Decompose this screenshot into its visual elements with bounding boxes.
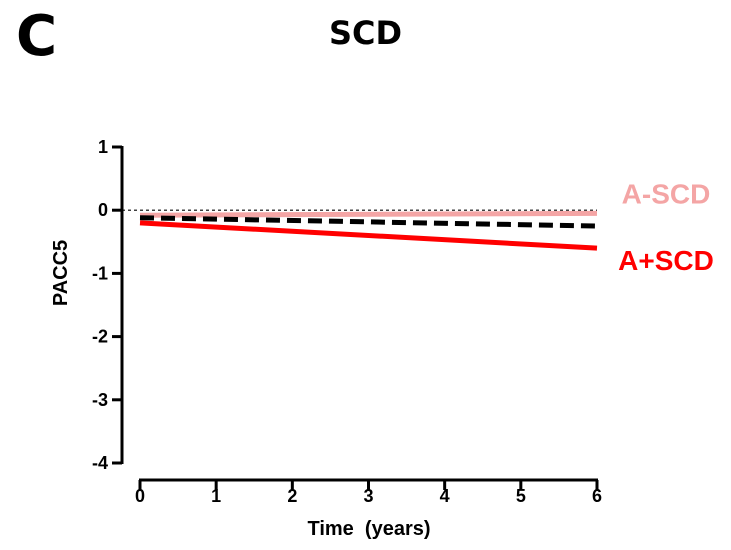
x-axis-title: Time (years): [307, 518, 430, 540]
y-tick-label: -1: [92, 263, 108, 283]
series-label: A-SCD: [622, 178, 711, 209]
x-axis-ticks: 0 1 2 3 4 5 6: [135, 480, 602, 506]
series-layer: [140, 213, 597, 248]
y-tick-label: -2: [92, 327, 108, 347]
x-tick-label: 0: [135, 486, 145, 506]
y-axis-ticks: 1 0 -1 -2 -3 -4: [92, 137, 122, 473]
x-tick-label: 3: [363, 486, 373, 506]
x-tick-label: 2: [287, 486, 297, 506]
y-tick-label: -4: [92, 453, 108, 473]
y-axis-title: PACC5: [50, 240, 72, 306]
series-labels: A-SCD A+SCD: [618, 178, 714, 276]
x-tick-label: 6: [592, 486, 602, 506]
x-tick-label: 1: [211, 486, 221, 506]
y-tick-label: 0: [98, 200, 108, 220]
y-tick-label: 1: [98, 137, 108, 157]
series-label: A+SCD: [618, 245, 714, 276]
series-line-0: [140, 213, 597, 215]
y-tick-label: -3: [92, 390, 108, 410]
x-tick-label: 4: [440, 486, 450, 506]
x-tick-label: 5: [516, 486, 526, 506]
